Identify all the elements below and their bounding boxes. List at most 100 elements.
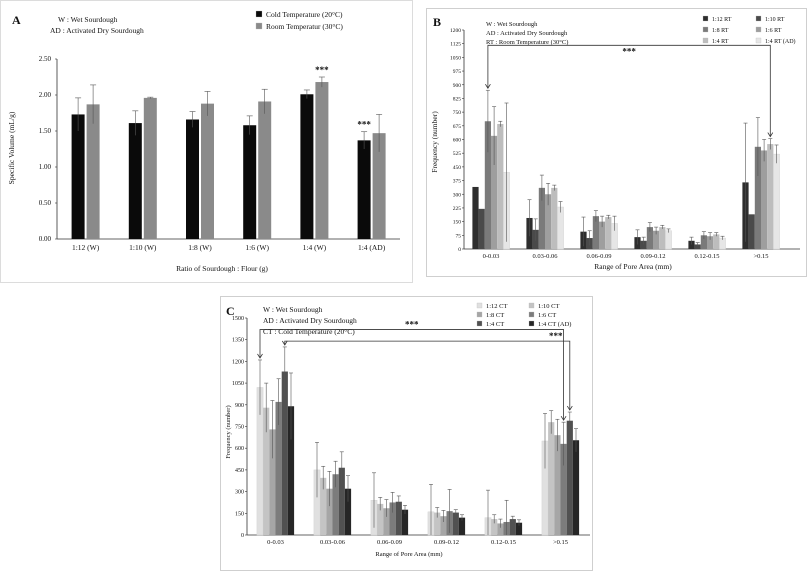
x-tick-label: >0.15 bbox=[753, 253, 768, 260]
legend-label: 1:4 CT bbox=[486, 321, 504, 328]
x-tick-label: 0-0.03 bbox=[267, 539, 284, 546]
panel-c-note-1: W : Wet Sourdough bbox=[263, 305, 323, 314]
y-tick-label: 900 bbox=[453, 83, 462, 89]
y-tick-label: 1350 bbox=[232, 338, 244, 344]
panel-b-note-2: AD : Activated Dry Sourdough bbox=[486, 30, 568, 37]
legend-swatch bbox=[476, 311, 483, 318]
panel-c-xlabel: Range of Pore Area (mm) bbox=[375, 551, 442, 558]
bar-c-4-5 bbox=[566, 420, 573, 535]
bar-b-1-0 bbox=[478, 208, 485, 249]
panel-c-frame bbox=[220, 296, 593, 571]
y-tick-label: 1.50 bbox=[39, 127, 52, 135]
bar-c-2-5 bbox=[554, 435, 561, 535]
bar-c-1-4 bbox=[491, 519, 498, 535]
bar-b-4-0 bbox=[497, 123, 504, 249]
panel-c-ylabel: Frequency (number) bbox=[225, 405, 232, 458]
y-tick-label: 1125 bbox=[450, 42, 461, 48]
panel-a-xlabel: Ratio of Sourdough : Flour (g) bbox=[176, 264, 268, 273]
bar-c-5-2 bbox=[401, 509, 409, 535]
legend-swatch bbox=[755, 15, 762, 22]
bar-b-5-5 bbox=[773, 153, 780, 250]
bar-b-3-0 bbox=[491, 135, 498, 249]
y-tick-label: 0.50 bbox=[39, 199, 52, 207]
legend-swatch bbox=[755, 37, 762, 44]
y-tick-label: 1050 bbox=[450, 55, 461, 61]
bar-b-2-1 bbox=[538, 187, 545, 249]
bar-a-1-4 bbox=[315, 82, 329, 239]
y-tick-label: 0.00 bbox=[39, 235, 52, 243]
bar-c-5-5 bbox=[572, 440, 580, 535]
bar-c-1-5 bbox=[548, 422, 555, 535]
chart-c: 0 150 300 450 600 750 900 1050 1200 1350 1500 0-0.0… bbox=[232, 302, 590, 546]
significance-bracket bbox=[259, 329, 564, 421]
bar-c-3-0 bbox=[275, 401, 282, 535]
panel-b-note-3: RT : Room Temperature (30°C) bbox=[486, 39, 568, 46]
significance-marker: *** bbox=[622, 46, 636, 56]
legend-label: 1:8 RT bbox=[712, 28, 729, 34]
bracket-arrowhead bbox=[281, 340, 288, 346]
bar-a-0-0 bbox=[71, 114, 85, 239]
bar-a-0-3 bbox=[243, 125, 257, 239]
legend-swatch bbox=[528, 302, 535, 309]
x-tick-label: >0.15 bbox=[553, 539, 568, 546]
x-tick-label: 0.12-0.15 bbox=[695, 253, 720, 260]
y-tick-label: 375 bbox=[453, 179, 462, 185]
panel-c-label: C bbox=[226, 304, 235, 318]
bar-a-1-5 bbox=[372, 133, 386, 239]
y-tick-label: 600 bbox=[453, 138, 462, 144]
significance-marker: *** bbox=[405, 320, 419, 330]
x-tick-label: 0.06-0.09 bbox=[587, 253, 612, 260]
y-tick-label: 525 bbox=[453, 151, 462, 157]
bar-a-0-4 bbox=[300, 94, 314, 239]
legend-label: Room Temperatur (30°C) bbox=[266, 22, 343, 31]
bar-c-2-0 bbox=[269, 429, 276, 535]
legend-swatch bbox=[702, 26, 709, 33]
bar-c-4-2 bbox=[395, 501, 402, 535]
significance-marker: *** bbox=[357, 120, 371, 130]
y-tick-label: 0 bbox=[241, 533, 244, 539]
y-tick-label: 1.00 bbox=[39, 163, 52, 171]
bar-c-1-3 bbox=[434, 512, 441, 535]
bar-b-4-5 bbox=[767, 144, 774, 249]
bar-c-4-0 bbox=[281, 371, 288, 535]
significance-marker: *** bbox=[549, 331, 563, 341]
bar-b-4-2 bbox=[605, 217, 612, 249]
panel-a-frame bbox=[0, 0, 413, 283]
bar-a-1-3 bbox=[258, 101, 272, 239]
y-tick-label: 225 bbox=[453, 206, 462, 212]
legend-swatch bbox=[702, 37, 709, 44]
bar-c-1-2 bbox=[377, 503, 384, 535]
y-tick-label: 450 bbox=[235, 468, 244, 474]
bar-b-3-1 bbox=[545, 194, 552, 249]
bar-c-3-1 bbox=[332, 474, 339, 535]
bar-b-0-4 bbox=[688, 240, 695, 249]
y-tick-label: 825 bbox=[453, 96, 462, 102]
y-tick-label: 2.50 bbox=[39, 55, 52, 63]
x-tick-label: 1:10 (W) bbox=[129, 243, 157, 252]
y-tick-label: 450 bbox=[453, 165, 462, 171]
legend-swatch bbox=[476, 320, 483, 327]
panel-b-ylabel: Frequency (number) bbox=[430, 111, 439, 173]
significance-bracket bbox=[487, 44, 771, 137]
bar-b-4-3 bbox=[659, 227, 666, 249]
x-tick-label: 1:4 (AD) bbox=[358, 243, 386, 252]
bar-c-4-4 bbox=[509, 519, 516, 535]
y-tick-label: 1200 bbox=[232, 359, 244, 365]
legend-swatch bbox=[528, 320, 535, 327]
bar-c-3-2 bbox=[389, 502, 396, 535]
bar-c-1-0 bbox=[263, 407, 270, 535]
panel-b-frame bbox=[426, 8, 807, 277]
x-tick-label: 0.03-0.06 bbox=[533, 253, 559, 260]
legend-label: Cold Temperature (20°C) bbox=[266, 10, 343, 19]
y-tick-label: 150 bbox=[453, 220, 462, 226]
bracket-arrowhead bbox=[485, 84, 491, 89]
bar-c-2-3 bbox=[440, 516, 447, 535]
legend-label: 1:10 RT bbox=[765, 17, 785, 23]
legend-label: 1:4 RT (AD) bbox=[765, 38, 796, 45]
y-tick-label: 0 bbox=[458, 247, 461, 253]
significance-bracket bbox=[284, 340, 571, 411]
bar-a-1-1 bbox=[143, 97, 157, 239]
x-tick-label: 1:6 (W) bbox=[245, 243, 269, 252]
legend-swatch bbox=[755, 26, 762, 33]
